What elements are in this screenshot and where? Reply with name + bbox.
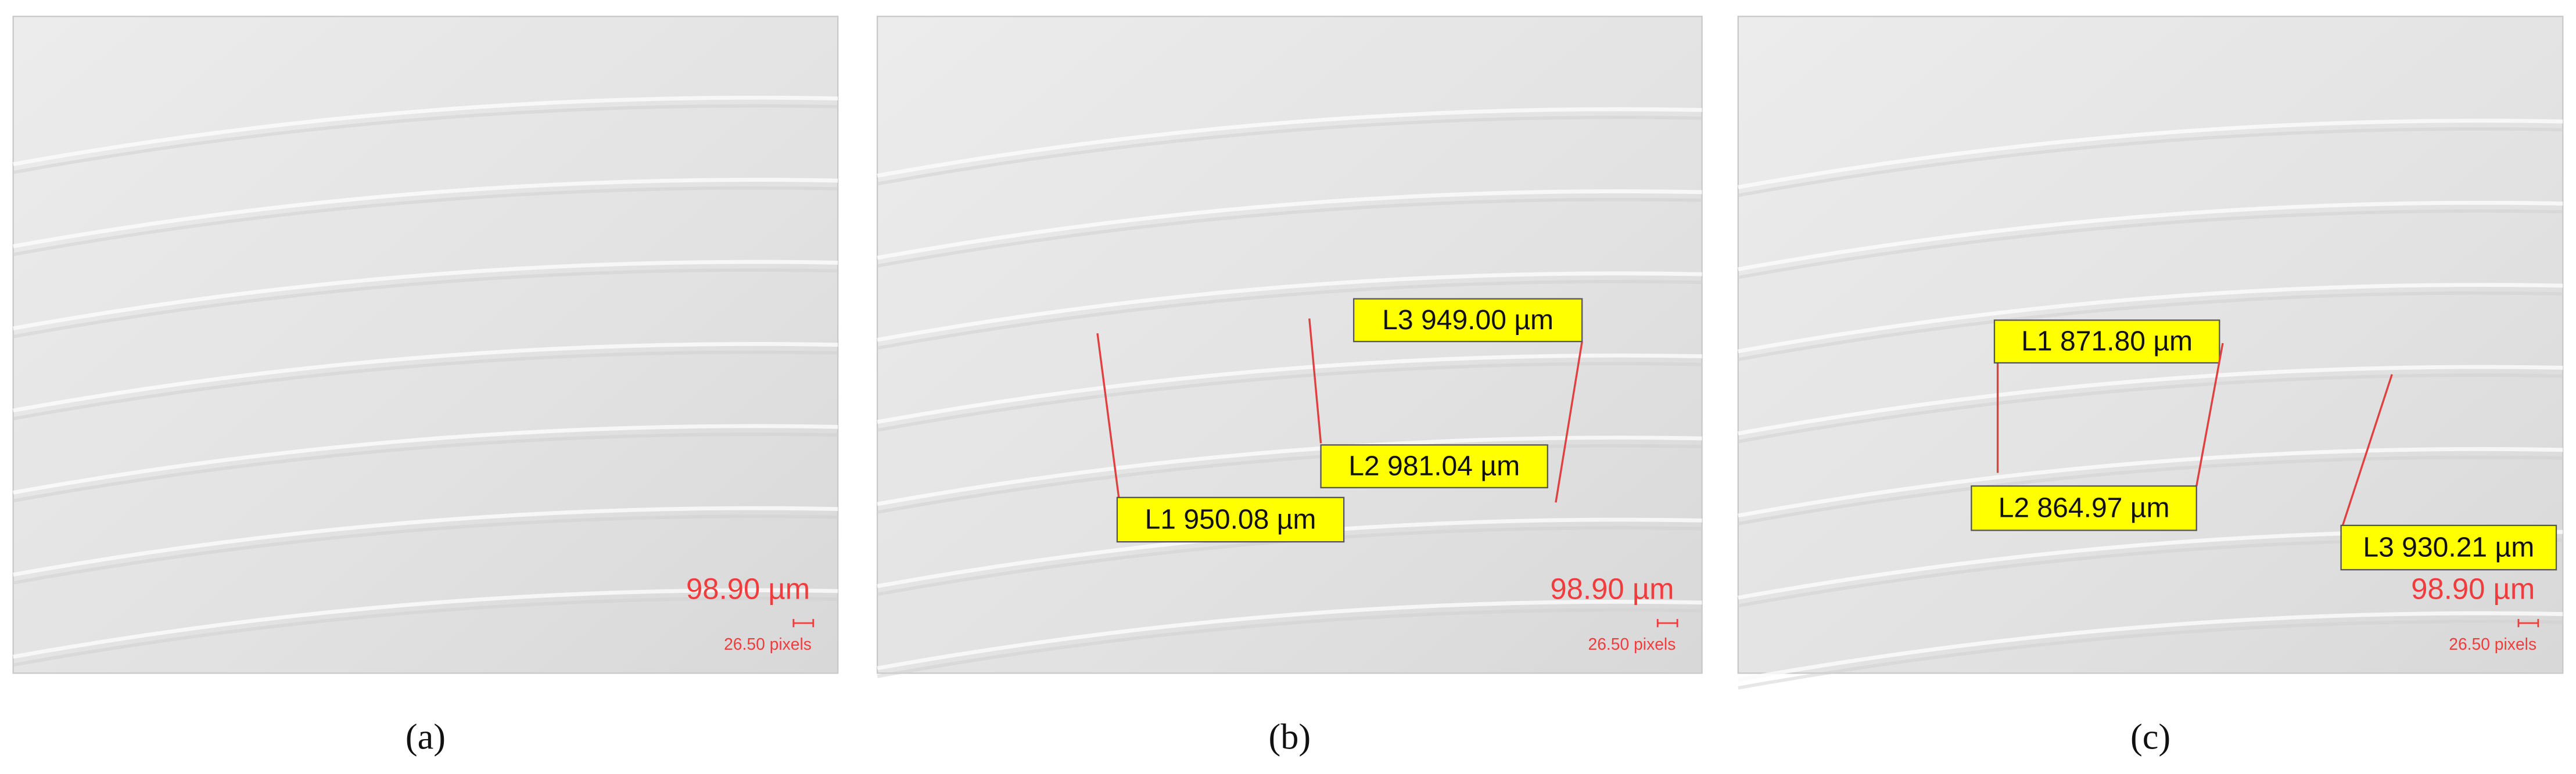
- measure-line: [1555, 341, 1583, 503]
- panel-caption: (b): [1269, 718, 1311, 757]
- groove-shadow: [1738, 455, 2563, 525]
- panel: 98.90 µm 26.50 pixels L1 950.08 µm L2 981.0…: [876, 16, 1703, 678]
- scale-bar: [792, 619, 815, 628]
- micrograph: [876, 16, 1703, 674]
- measure-label: L3 930.21 µm: [2363, 532, 2534, 563]
- groove-streak: [13, 178, 838, 249]
- measure-label: L3 949.00 µm: [1382, 304, 1554, 336]
- measure-label: L1 871.80 µm: [2021, 326, 2193, 357]
- scale-bar: [1656, 619, 1678, 628]
- panel: 98.90 µm 26.50 pixels: [12, 16, 839, 674]
- panel: 98.90 µm 26.50 pixels L1 871.80 µm L2 864.9…: [1737, 16, 2564, 690]
- groove-shadow: [877, 608, 1702, 678]
- measure-box: [1971, 485, 2197, 531]
- measure-label: L2 864.97 µm: [1999, 492, 2170, 524]
- groove-streak: [1738, 118, 2563, 189]
- groove-streak: [877, 599, 1702, 671]
- groove-shadow: [13, 596, 838, 667]
- groove-streak: [877, 271, 1702, 342]
- groove-shadow: [1738, 127, 2563, 197]
- groove-streak: [1738, 283, 2563, 354]
- groove-streak: [1738, 611, 2563, 682]
- groove-streak: [877, 435, 1702, 506]
- groove-shadow: [1738, 291, 2563, 362]
- scale-pixels: 26.50 pixels: [1588, 635, 1676, 653]
- groove-shadow: [13, 514, 838, 585]
- measure-box: [1116, 496, 1345, 543]
- panel-caption: (a): [406, 718, 446, 757]
- scale-bar: [2517, 619, 2539, 628]
- measure-box: [1320, 444, 1548, 488]
- measure-line: [2195, 343, 2224, 487]
- scale-pixels: 26.50 pixels: [724, 635, 812, 653]
- measure-label: L1 950.08 µm: [1145, 504, 1316, 535]
- groove-streak: [13, 260, 838, 330]
- measure-line: [2341, 374, 2393, 526]
- groove-streak: [13, 424, 838, 495]
- groove-shadow: [877, 116, 1702, 186]
- groove-shadow: [13, 186, 838, 257]
- measure-line: [1308, 318, 1322, 444]
- groove-streak: [1738, 447, 2563, 518]
- groove-shadow: [13, 433, 838, 503]
- measure-box: [1993, 319, 2220, 364]
- scale-pixels: 26.50 pixels: [2449, 635, 2536, 653]
- scale-value: 98.90 µm: [2411, 572, 2535, 605]
- scale-value: 98.90 µm: [1550, 572, 1674, 605]
- groove-shadow: [13, 268, 838, 339]
- groove-shadow: [1738, 209, 2563, 279]
- measure-label: L2 981.04 µm: [1348, 451, 1520, 482]
- groove-shadow: [877, 197, 1702, 268]
- groove-shadow: [13, 104, 838, 174]
- groove-streak: [877, 107, 1702, 178]
- groove-shadow: [877, 444, 1702, 514]
- groove-shadow: [877, 280, 1702, 350]
- groove-shadow: [13, 350, 838, 420]
- scale-value: 98.90 µm: [686, 572, 810, 605]
- groove-shadow: [1738, 620, 2563, 690]
- panel-caption: (c): [2130, 718, 2170, 757]
- measure-line: [1096, 333, 1120, 498]
- groove-streak: [13, 95, 838, 167]
- groove-streak: [13, 342, 838, 413]
- groove-streak: [13, 506, 838, 577]
- groove-shadow: [1738, 373, 2563, 444]
- measure-box: [1352, 298, 1583, 343]
- groove-streak: [1738, 365, 2563, 435]
- groove-streak: [1738, 200, 2563, 272]
- measure-box: [2340, 524, 2557, 571]
- groove-streak: [13, 588, 838, 659]
- groove-streak: [877, 189, 1702, 260]
